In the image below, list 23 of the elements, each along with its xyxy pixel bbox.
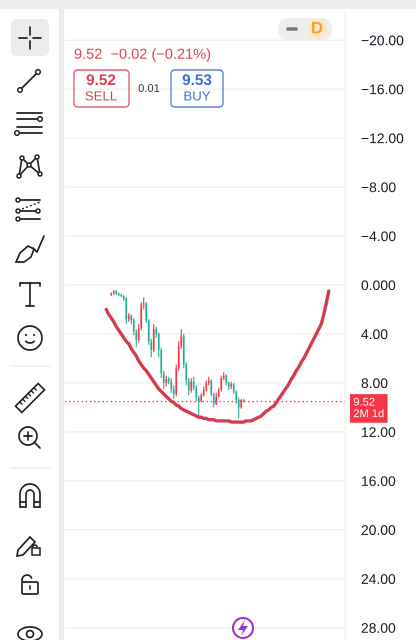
y-tick-label: 16.00 [362,476,396,486]
y-tick-label: −12.00 [362,133,404,144]
y-tick-label: −8.00 [362,182,396,192]
annotation: 9.53 [182,74,212,86]
line-series [104,289,330,424]
y-tick-label: 0.000 [362,280,396,290]
y-tick-label: 4.00 [361,329,388,340]
y-tick-label: 12.00 [362,427,396,438]
y-tick-label: 20.00 [362,525,396,535]
y-tick-label: −20.00 [362,35,404,46]
y-tick-label: 8.00 [362,378,388,388]
y-tick-label: 28.00 [362,623,396,633]
text: 9.52 −0.02 (−0.21%) [74,48,210,62]
candlestick [190,377,192,394]
annotation: D [312,22,322,34]
annotation: 0.01 [138,84,160,92]
annotation: 9.52 [86,74,116,86]
ref-line-label: 9.52 2M 1d [354,398,384,418]
y-tick-label: 24.00 [362,574,396,584]
annotation: BUY [184,91,210,101]
annotation: SELL [85,91,117,101]
y-tick-label: −16.00 [362,84,404,94]
y-tick-label: −4.00 [362,231,396,242]
